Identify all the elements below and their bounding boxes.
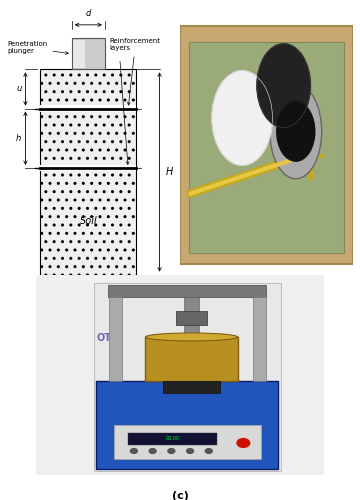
Circle shape (212, 70, 273, 165)
Bar (145, 337, 238, 381)
Text: d: d (86, 9, 91, 18)
Circle shape (277, 102, 315, 161)
Text: (a): (a) (81, 294, 99, 304)
Text: (b): (b) (257, 294, 275, 304)
Ellipse shape (270, 84, 322, 179)
FancyBboxPatch shape (40, 70, 136, 274)
Bar (184, 297, 199, 337)
Bar (163, 381, 220, 393)
Bar (176, 311, 207, 325)
Bar (72, 38, 105, 70)
Bar (40, 106, 136, 112)
Bar (40, 164, 136, 171)
Bar (180, 26, 353, 264)
Circle shape (130, 448, 138, 454)
Text: (c): (c) (172, 491, 188, 500)
Circle shape (149, 448, 156, 454)
Bar (96, 381, 278, 469)
Bar (189, 42, 344, 253)
Bar (114, 425, 261, 459)
Circle shape (168, 448, 175, 454)
Bar (253, 297, 266, 381)
Bar (73, 40, 85, 68)
Ellipse shape (145, 333, 238, 341)
Bar (128, 433, 217, 445)
Text: Soil: Soil (80, 216, 97, 226)
Text: H: H (166, 167, 174, 177)
Circle shape (257, 44, 310, 128)
Text: Reinforcement
layers: Reinforcement layers (110, 38, 161, 105)
Bar (94, 283, 281, 471)
Text: u: u (16, 84, 21, 94)
Circle shape (186, 448, 194, 454)
Circle shape (205, 448, 212, 454)
Text: Penetration
plunger: Penetration plunger (7, 41, 68, 54)
Bar (108, 285, 266, 297)
Text: 00.00: 00.00 (166, 436, 180, 442)
Bar (109, 297, 122, 381)
Circle shape (237, 438, 250, 448)
Text: h: h (16, 134, 21, 143)
Text: OTIC: OTIC (96, 333, 122, 343)
